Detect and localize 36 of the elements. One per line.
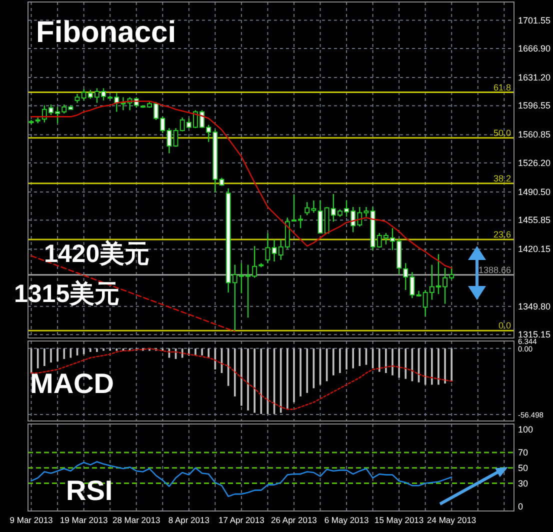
ref-line-label: 1388.66 [478, 264, 511, 275]
annotation: 38.2 [493, 173, 511, 184]
x-tick-label: 19 Mar 2013 [60, 515, 108, 525]
annotation: 61.8 [493, 82, 511, 92]
annotation: 1315美元 [14, 280, 120, 308]
y-tick-label: 1420.15 [518, 244, 551, 254]
x-tick-label: 6 May 2013 [324, 515, 370, 525]
y-tick-label: 1560.85 [518, 130, 551, 140]
x-tick-label: 9 Mar 2013 [10, 515, 54, 525]
text: Fibonacci [36, 16, 176, 49]
text: RSI [66, 475, 113, 506]
text: MACD [30, 368, 114, 399]
x-tick-label: 17 Apr 2013 [218, 515, 265, 525]
x-tick-label: 15 May 2013 [374, 515, 424, 525]
x-tick-label: 24 May 2013 [427, 515, 476, 525]
y-tick-label: 1666.90 [518, 43, 551, 54]
annotation: 1420美元 [44, 240, 150, 268]
annotation: 0.0 [498, 320, 511, 331]
y-tick-label: 1526.20 [518, 158, 551, 168]
x-tick-label: 26 Apr 2013 [271, 515, 318, 525]
y-tick-label: 1701.55 [518, 15, 551, 26]
y-tick-label: 70 [518, 447, 528, 458]
y-tick-label: 1490.50 [518, 186, 551, 197]
annotation: 23.6 [493, 230, 511, 240]
y-tick-label: 50 [518, 462, 528, 473]
y-tick-label: 1631.20 [518, 72, 551, 82]
y-tick-label: 0 [518, 501, 524, 512]
y-tick-label: 100 [518, 424, 534, 434]
x-tick-label: 28 Mar 2013 [112, 515, 160, 525]
y-tick-label: 1349.80 [518, 301, 551, 312]
y-tick-label: 1455.85 [518, 215, 551, 226]
y-tick-label: 1315.15 [518, 330, 551, 340]
y-tick-label: 30 [518, 478, 528, 488]
x-tick-label: 8 Apr 2013 [168, 515, 210, 525]
y-tick-label: 1596.55 [518, 100, 551, 111]
annotation: 50.0 [493, 128, 511, 138]
